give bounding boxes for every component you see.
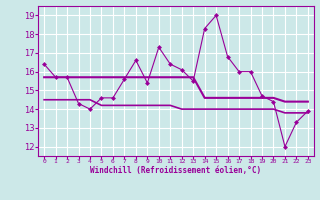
X-axis label: Windchill (Refroidissement éolien,°C): Windchill (Refroidissement éolien,°C): [91, 166, 261, 175]
